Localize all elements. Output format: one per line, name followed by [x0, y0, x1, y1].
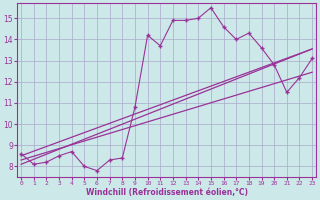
- X-axis label: Windchill (Refroidissement éolien,°C): Windchill (Refroidissement éolien,°C): [85, 188, 248, 197]
